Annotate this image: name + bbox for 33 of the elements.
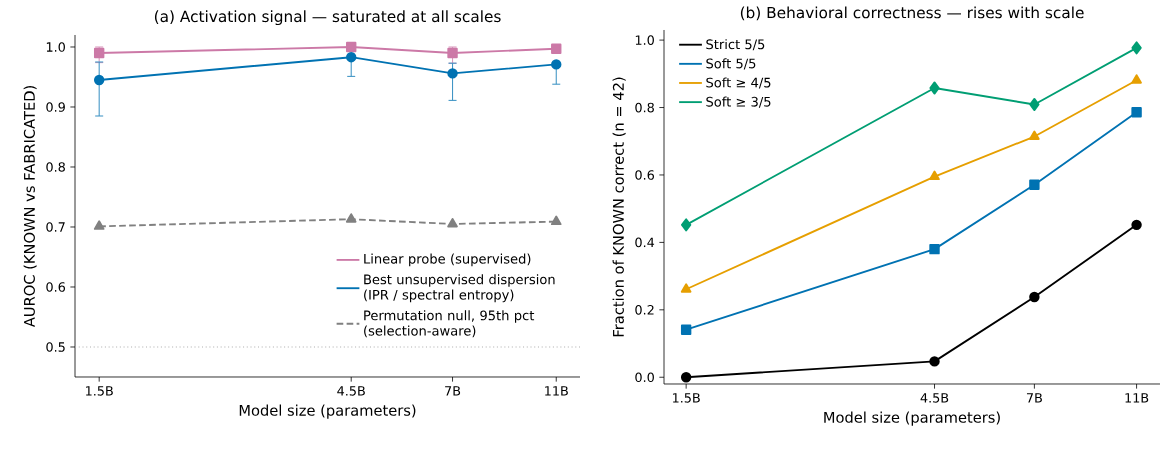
legend-label: Soft ≥ 3/5: [706, 96, 771, 108]
x-tick-label: 4.5B: [337, 386, 365, 396]
x-tick-label: 11B: [1125, 393, 1149, 403]
y-tick-label: 0.4: [635, 237, 655, 248]
y-axis-title: Fraction of KNOWN correct (n = 42): [612, 77, 626, 337]
legend-label: Permutation null, 95th pct (selection-aware): [364, 310, 535, 338]
y-tick-label: 0.9: [46, 102, 65, 112]
legend-label: Soft 5/5: [706, 58, 756, 70]
x-tick-label: 1.5B: [672, 393, 700, 403]
y-tick-label: 0.0: [635, 372, 654, 383]
y-tick-label: 0.8: [46, 162, 65, 172]
legend-label: Best unsupervised dispersion (IPR / spectral entropy): [364, 274, 555, 303]
y-tick-label: 0.8: [635, 102, 654, 113]
x-tick-label: 1.5B: [86, 386, 113, 396]
x-tick-label: 7B: [1026, 393, 1042, 403]
y-axis-title: AUROC (KNOWN vs FABRICATED): [23, 86, 37, 328]
x-axis-title: Model size (parameters): [824, 411, 1000, 426]
x-tick-label: 7B: [445, 386, 461, 396]
chart-title: (a) Activation signal — saturated at all scales: [154, 10, 501, 26]
y-tick-label: 0.7: [46, 222, 65, 232]
y-tick-label: 1.0: [46, 42, 65, 52]
x-tick-label: 11B: [545, 386, 568, 396]
legend-label: Strict 5/5: [706, 39, 765, 51]
y-tick-label: 0.6: [635, 170, 654, 180]
chart-title: (b) Behavioral correctness — rises with scale: [740, 6, 1084, 21]
y-tick-label: 0.6: [46, 282, 66, 292]
y-tick-label: 0.5: [46, 342, 65, 352]
x-tick-label: 4.5B: [920, 393, 949, 403]
y-tick-label: 0.2: [635, 304, 654, 315]
legend-label: Linear probe (supervised): [364, 253, 531, 267]
x-axis-title: Model size (parameters): [239, 404, 416, 419]
y-tick-label: 1.0: [635, 35, 654, 45]
legend-label: Soft ≥ 4/5: [706, 77, 771, 89]
